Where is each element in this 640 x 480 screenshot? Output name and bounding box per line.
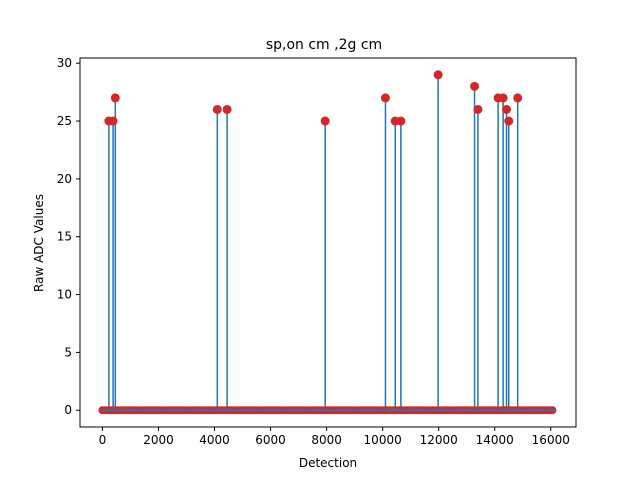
data-point — [473, 104, 483, 114]
x-tick-label: 14000 — [476, 433, 514, 447]
stems-group — [108, 74, 519, 411]
x-tick-label: 2000 — [143, 433, 174, 447]
x-axis: 0 2000 4000 6000 8000 10000 12000 14000 16000 — [99, 427, 570, 447]
data-point — [396, 116, 406, 126]
y-tick-label: 15 — [57, 230, 72, 244]
data-point — [108, 116, 118, 126]
data-point — [470, 81, 480, 91]
data-point — [513, 93, 523, 103]
y-tick-label: 0 — [64, 403, 72, 417]
data-point — [320, 116, 330, 126]
y-tick-label: 30 — [57, 56, 72, 70]
axes-frame — [79, 57, 577, 428]
data-point — [110, 93, 120, 103]
data-point — [222, 104, 232, 114]
x-tick-label: 16000 — [532, 433, 570, 447]
data-point — [433, 70, 443, 80]
data-point — [380, 93, 390, 103]
data-point — [498, 93, 508, 103]
y-tick-label: 25 — [57, 114, 72, 128]
y-tick-label: 10 — [57, 288, 72, 302]
y-tick-label: 20 — [57, 172, 72, 186]
y-axis-label: Raw ADC Values — [32, 194, 46, 292]
x-tick-label: 4000 — [199, 433, 230, 447]
plot-area — [98, 70, 557, 415]
x-axis-label: Detection — [299, 456, 357, 470]
chart-title: sp,on cm ,2g cm — [266, 37, 382, 53]
data-point — [504, 116, 514, 126]
x-tick-label: 0 — [99, 433, 107, 447]
x-tick-label: 10000 — [364, 433, 402, 447]
y-tick-label: 5 — [64, 345, 72, 359]
data-point — [212, 104, 222, 114]
data-point — [502, 104, 512, 114]
y-axis: 0 5 10 15 20 25 30 — [57, 56, 80, 417]
markers-group — [104, 70, 523, 126]
x-tick-label: 6000 — [255, 433, 286, 447]
x-tick-label: 8000 — [311, 433, 342, 447]
x-tick-label: 12000 — [420, 433, 458, 447]
